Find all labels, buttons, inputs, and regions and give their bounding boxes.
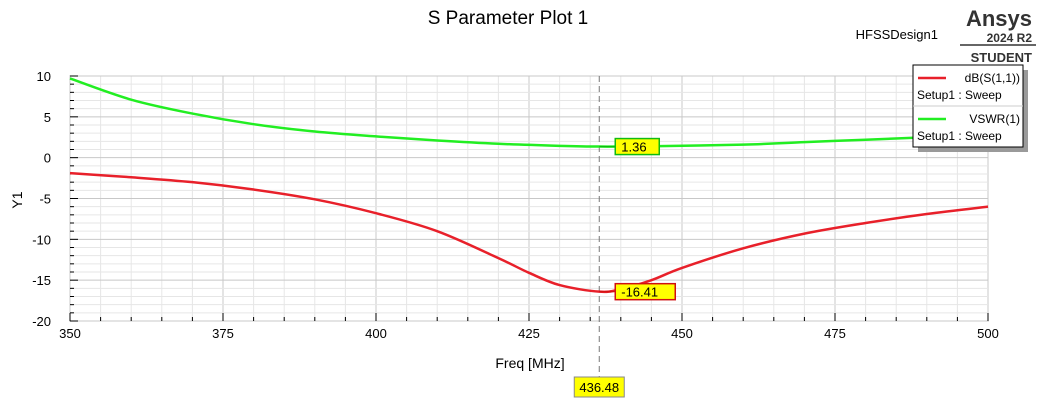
y-tick-label: 0 [44,151,51,166]
x-tick-label: 425 [518,326,540,341]
legend-series-setup: Setup1 : Sweep [917,129,1002,143]
legend-series-setup: Setup1 : Sweep [917,88,1002,102]
y-tick-label: -15 [32,273,51,288]
marker-labels: 436.48 -16.41 1.36 [573,137,677,398]
marker-value-box [614,282,677,301]
marker-value-s11-db: -16.41 [621,285,658,300]
marker-x-label: 436.48 [579,380,619,395]
marker-x-label-box [573,376,625,398]
marker-value-vswr: 1.36 [621,140,646,155]
y-tick-label: 10 [37,69,51,84]
chart-title: S Parameter Plot 1 [428,8,589,29]
axis-ticks: 350 375 400 425 450 475 500 10 5 0 -5 -10 -15 -20 [32,69,999,341]
x-tick-label: 400 [365,326,387,341]
series-line-s11-db[interactable] [69,171,989,294]
y-tick-label: -20 [32,314,51,329]
y-tick-label: 5 [44,110,51,125]
marker-value-box [614,137,661,156]
series-line-vswr[interactable] [69,77,989,148]
brand-edition: STUDENT [971,50,1032,65]
x-tick-label: 350 [59,326,81,341]
y-axis-title: Y1 [9,191,25,208]
series-group [69,77,989,294]
design-name: HFSSDesign1 [856,27,938,42]
legend[interactable]: dB(S(1,1)) Setup1 : Sweep VSWR(1) Setup1 : … [912,64,1028,152]
y-tick-label: -10 [32,232,51,247]
grid [69,75,989,322]
x-axis-title: Freq [MHz] [495,355,564,371]
x-tick-label: 450 [671,326,693,341]
y-tick-label: -5 [39,192,51,207]
legend-series-name: VSWR(1) [969,112,1020,126]
x-tick-label: 500 [977,326,999,341]
legend-items: dB(S(1,1)) Setup1 : Sweep VSWR(1) Setup1 : … [913,71,1023,143]
brand-version: 2024 R2 [987,31,1033,45]
brand-name: Ansys [966,6,1032,31]
x-tick-label: 475 [824,326,846,341]
x-tick-label: 375 [212,326,234,341]
legend-series-name: dB(S(1,1)) [965,71,1020,85]
